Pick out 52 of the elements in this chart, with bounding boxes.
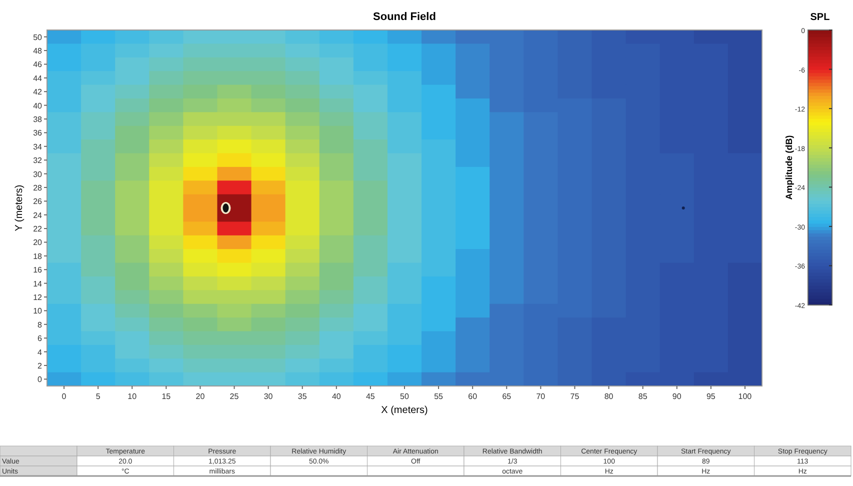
chart-title: Sound Field [373, 11, 436, 23]
y-tick-label: 14 [33, 279, 43, 288]
x-tick-label: 65 [502, 392, 512, 401]
y-tick-label: 4 [38, 348, 43, 357]
color-bar-title: Amplitude (dB) [784, 135, 794, 200]
x-tick-label: 95 [706, 392, 716, 401]
x-tick-label: 30 [264, 392, 274, 401]
x-tick-label: 25 [230, 392, 240, 401]
y-tick-label: 42 [33, 88, 43, 97]
y-tick-label: 48 [33, 46, 43, 56]
x-tick-label: 0 [62, 392, 67, 401]
x-tick-label: 100 [738, 392, 752, 401]
x-tick-label: 40 [332, 392, 342, 401]
x-tick-label: 55 [434, 392, 444, 401]
x-tick-label: 90 [672, 392, 682, 401]
x-tick-label: 70 [536, 392, 546, 401]
y-tick-label: 30 [33, 170, 43, 179]
x-tick-label: 80 [604, 392, 614, 401]
y-tick-label: 12 [33, 293, 43, 302]
y-tick-label: 38 [33, 115, 43, 124]
y-tick-label: 22 [33, 224, 43, 234]
y-tick-label: 46 [33, 60, 43, 70]
y-tick-label: 0 [38, 375, 43, 384]
x-axis-title: X (meters) [381, 405, 428, 416]
y-tick-label: 6 [38, 334, 43, 344]
y-axis-title: Y (meters) [14, 184, 25, 232]
y-tick-label: 36 [33, 128, 43, 138]
y-tick-label: 34 [33, 142, 43, 152]
x-tick-label: 5 [96, 392, 101, 401]
y-tick-label: 50 [33, 32, 43, 42]
legend-title: SPL [810, 12, 830, 23]
y-tick-label: 32 [33, 156, 43, 166]
x-tick-label: 35 [298, 392, 308, 401]
y-tick-label: 20 [33, 238, 43, 248]
x-tick-label: 50 [400, 392, 410, 401]
y-tick-label: 16 [33, 266, 43, 275]
x-tick-label: 10 [128, 392, 138, 401]
x-tick-label: 45 [366, 392, 376, 401]
y-tick-label: 44 [33, 74, 43, 83]
y-tick-label: 10 [33, 306, 43, 316]
x-tick-label: 20 [196, 392, 206, 401]
y-tick-label: 28 [33, 183, 43, 192]
x-tick-label: 15 [162, 392, 172, 401]
y-tick-label: 2 [38, 361, 43, 370]
y-tick-label: 26 [33, 197, 43, 206]
y-tick-label: 8 [38, 320, 43, 330]
y-tick-label: 18 [33, 252, 43, 261]
x-tick-label: 75 [570, 392, 580, 401]
x-tick-label: 60 [468, 392, 478, 401]
y-tick-label: 40 [33, 101, 43, 110]
y-tick-label: 24 [33, 210, 43, 220]
x-tick-label: 85 [638, 392, 648, 401]
